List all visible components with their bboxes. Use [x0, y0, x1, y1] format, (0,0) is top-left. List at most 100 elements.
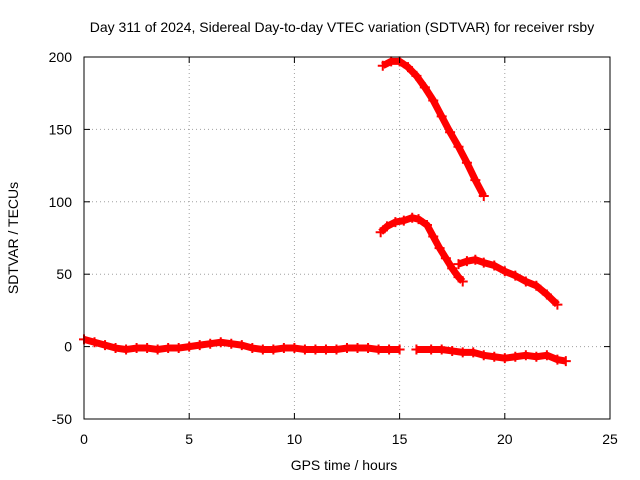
data-point-marker	[478, 257, 489, 268]
data-point-marker	[403, 62, 414, 73]
data-point-marker	[194, 340, 205, 351]
series-upper-arc	[377, 56, 489, 202]
data-point-marker	[215, 337, 226, 348]
data-point-marker	[489, 351, 500, 362]
data-point-marker	[468, 347, 479, 358]
data-point-marker	[342, 343, 352, 354]
x-tick-label: 15	[392, 431, 408, 447]
tick-marks	[83, 56, 611, 420]
data-point-marker	[411, 344, 422, 355]
series-trace	[381, 57, 487, 198]
x-tick-label: 0	[80, 431, 88, 447]
data-point-marker	[461, 256, 472, 267]
data-point-marker	[520, 276, 531, 287]
data-point-marker	[352, 343, 363, 354]
data-point-marker	[205, 338, 216, 349]
series-trace	[378, 214, 466, 284]
data-point-marker	[447, 345, 458, 356]
data-series	[79, 56, 571, 367]
data-point-marker	[426, 344, 437, 355]
data-point-marker	[373, 344, 384, 355]
y-tick-label: 50	[56, 266, 72, 282]
data-point-marker	[520, 350, 531, 361]
data-point-marker	[394, 344, 405, 355]
data-point-marker	[331, 344, 342, 355]
series-middle-arc	[375, 212, 468, 287]
grid	[84, 57, 610, 419]
data-point-marker	[499, 266, 510, 277]
data-point-marker	[100, 340, 111, 351]
data-point-marker	[434, 243, 445, 254]
data-point-marker	[428, 95, 439, 106]
data-point-marker	[552, 354, 563, 365]
series-trace	[457, 256, 560, 308]
data-point-marker	[453, 259, 464, 270]
y-tick-label: 0	[64, 339, 72, 355]
data-point-marker	[407, 212, 418, 223]
data-point-marker	[110, 343, 121, 354]
data-point-marker	[89, 337, 100, 348]
data-point-marker	[257, 344, 268, 355]
y-axis-label: SDTVAR / TECUs	[5, 182, 21, 294]
data-point-marker	[531, 351, 542, 362]
data-point-marker	[299, 344, 310, 355]
data-point-marker	[310, 344, 321, 355]
data-point-marker	[489, 260, 500, 271]
data-point-marker	[470, 175, 481, 186]
y-tick-label: 200	[49, 49, 73, 65]
data-point-marker	[447, 263, 458, 274]
data-point-marker	[268, 344, 279, 355]
data-point-marker	[510, 270, 521, 281]
tick-labels: 0 5 10 15 20 25 -50 0 50 100 150 200	[49, 49, 618, 447]
data-point-marker	[541, 350, 552, 361]
data-point-marker	[419, 82, 430, 93]
data-point-marker	[531, 280, 542, 291]
data-point-marker	[320, 344, 331, 355]
data-point-marker	[247, 343, 258, 354]
data-point-marker	[499, 353, 510, 364]
series-baseline-b	[411, 344, 571, 367]
data-point-marker	[428, 231, 439, 242]
data-point-marker	[461, 157, 472, 168]
data-point-marker	[184, 341, 195, 352]
series-baseline-a	[79, 334, 405, 355]
data-point-marker	[377, 60, 388, 71]
data-point-marker	[363, 343, 374, 354]
data-point-marker	[163, 343, 174, 354]
data-point-marker	[173, 343, 184, 354]
data-point-marker	[457, 276, 468, 287]
data-point-marker	[470, 254, 481, 265]
data-point-marker	[478, 191, 489, 202]
data-point-marker	[398, 215, 409, 226]
data-point-marker	[445, 127, 456, 138]
data-point-marker	[541, 289, 552, 300]
series-tail-arc	[453, 254, 563, 310]
data-point-marker	[289, 343, 300, 354]
data-point-marker	[236, 340, 247, 351]
x-tick-label: 10	[287, 431, 303, 447]
data-point-marker	[411, 70, 422, 81]
y-tick-label: 150	[49, 121, 73, 137]
data-point-marker	[457, 347, 468, 358]
data-point-marker	[453, 141, 464, 152]
data-point-marker	[384, 344, 395, 355]
data-point-marker	[436, 344, 447, 355]
data-point-marker	[121, 344, 132, 355]
data-point-marker	[478, 350, 489, 361]
data-point-marker	[226, 338, 237, 349]
data-point-marker	[560, 356, 571, 367]
y-tick-label: 100	[49, 194, 73, 210]
data-point-marker	[510, 351, 521, 362]
data-point-marker	[278, 343, 289, 354]
data-point-marker	[375, 227, 386, 238]
data-point-marker	[413, 214, 424, 225]
data-point-marker	[390, 217, 401, 228]
data-point-marker	[131, 343, 142, 354]
data-point-marker	[440, 253, 451, 264]
chart-title: Day 311 of 2024, Sidereal Day-to-day VTE…	[90, 19, 594, 35]
data-point-marker	[381, 221, 392, 232]
x-axis-label: GPS time / hours	[291, 457, 398, 473]
plot-frame	[83, 56, 611, 420]
data-point-marker	[142, 343, 153, 354]
